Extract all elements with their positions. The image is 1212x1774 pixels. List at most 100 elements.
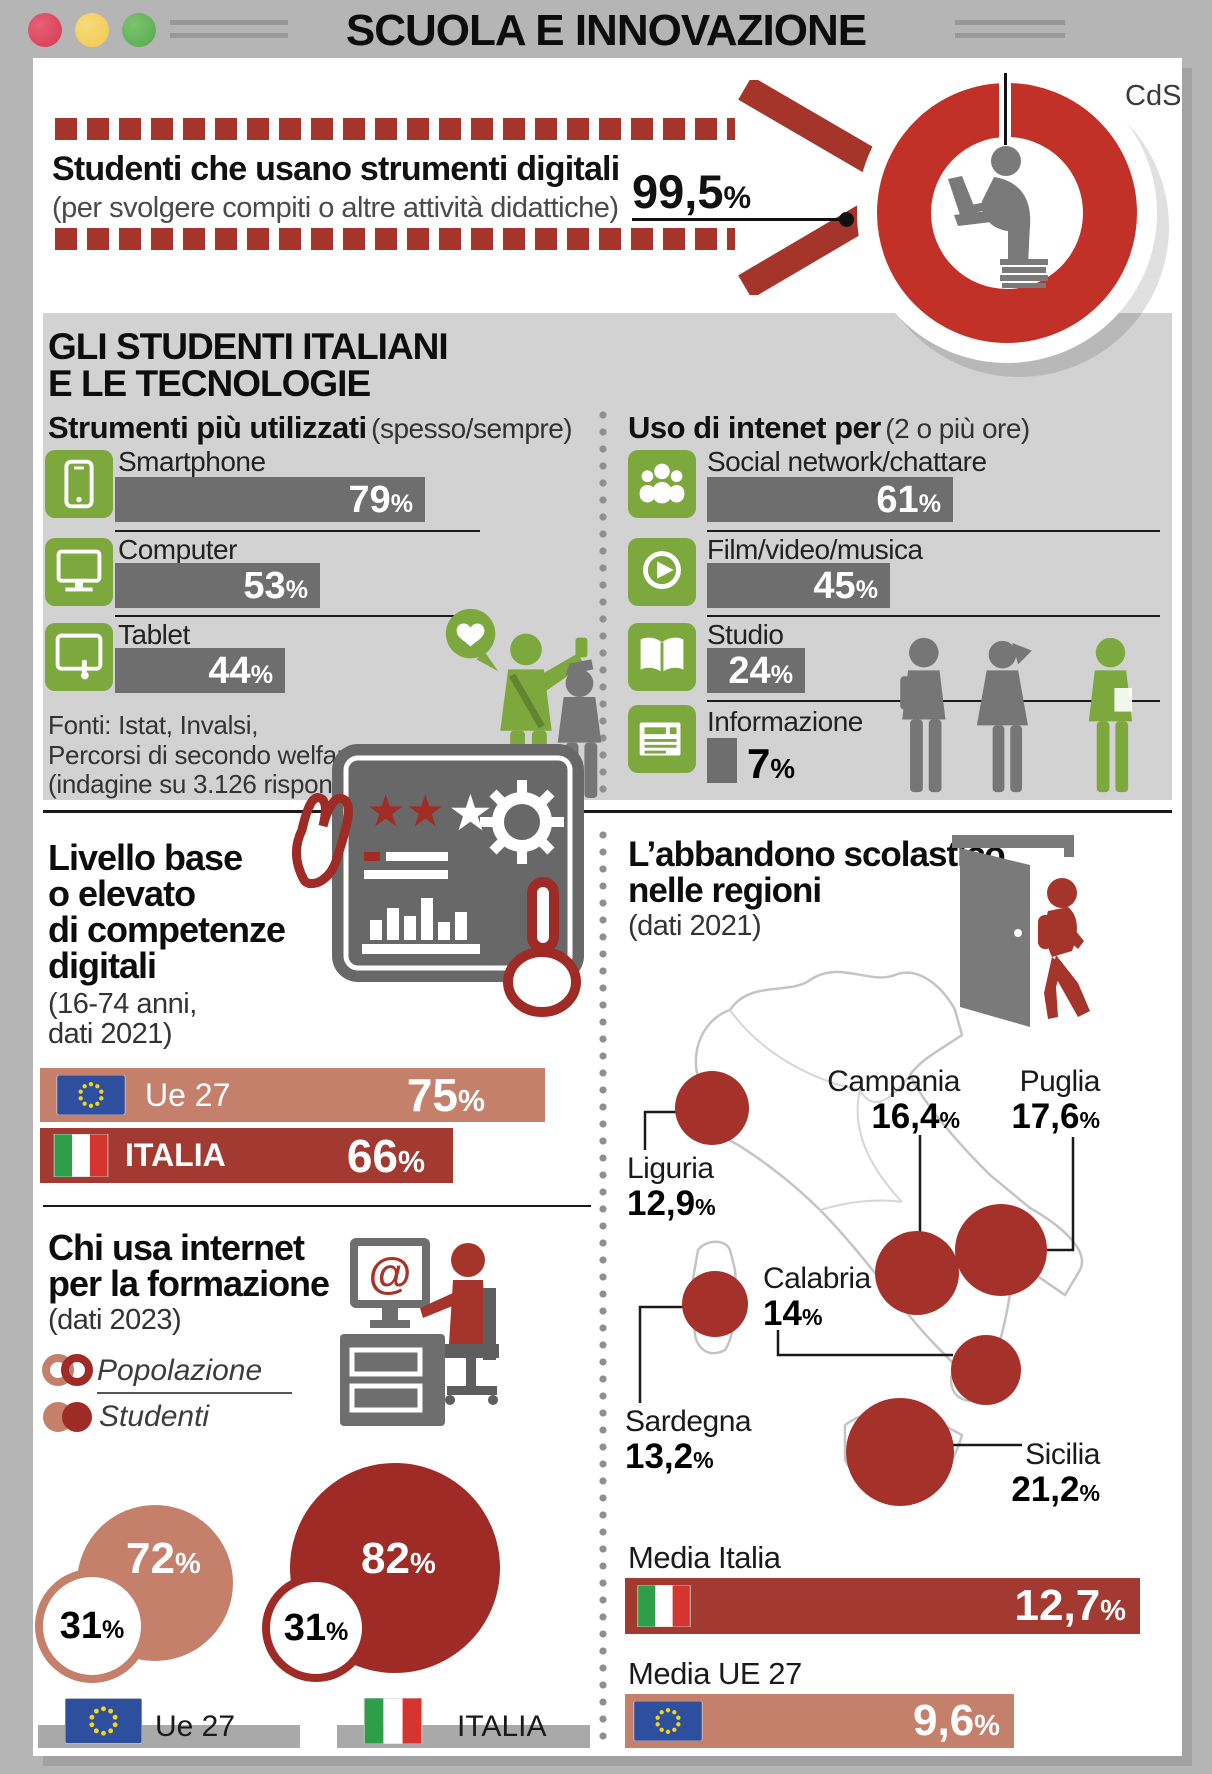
students-illustration bbox=[900, 637, 1133, 793]
bar-social: 61% bbox=[707, 477, 953, 522]
chrome-line bbox=[955, 20, 1065, 25]
source-line: Percorsi di secondo welfare bbox=[48, 740, 360, 770]
italy-map bbox=[638, 970, 1084, 1506]
row-separator bbox=[115, 530, 480, 532]
chrome-line bbox=[170, 20, 288, 25]
bar-label: ITALIA bbox=[125, 1137, 226, 1173]
bubble-students-ue27-value: 72% bbox=[126, 1534, 201, 1583]
skills-title-4: digitali bbox=[48, 945, 157, 986]
row-separator bbox=[707, 530, 1160, 532]
bubble-population-italia-value: 31% bbox=[283, 1607, 349, 1649]
media-italia-label: Media Italia bbox=[628, 1540, 781, 1575]
bar-value: 66% bbox=[346, 1129, 425, 1182]
it-flag bbox=[363, 1698, 423, 1744]
eu-flag bbox=[56, 1075, 126, 1115]
bar-label: Computer bbox=[118, 534, 237, 565]
hero-title: Studenti che usano strumenti digitali bbox=[52, 150, 620, 188]
map-bubble-calabria bbox=[951, 1335, 1021, 1405]
leader-line bbox=[632, 218, 844, 221]
skills-title-1: Livello base bbox=[48, 837, 243, 878]
dotted-divider bbox=[599, 410, 607, 798]
bar-label: Smartphone bbox=[118, 446, 266, 477]
region-label-campania: Campania 16,4% bbox=[827, 1065, 960, 1136]
eu-flag bbox=[65, 1698, 142, 1744]
svg-text:★: ★ bbox=[448, 785, 493, 841]
row-separator bbox=[707, 615, 1160, 617]
bar-label: Ue 27 bbox=[145, 1076, 231, 1113]
media-ue27-label: Media UE 27 bbox=[628, 1656, 802, 1691]
page-title: SCUOLA E INNOVAZIONE bbox=[345, 6, 867, 55]
italia-group-label: ITALIA bbox=[457, 1710, 547, 1743]
tools-left-heading: Strumenti più utilizzati (spesso/sempre) bbox=[48, 410, 573, 445]
window-close-button[interactable] bbox=[28, 13, 62, 47]
dotted-divider bbox=[599, 830, 607, 1748]
credit-label: CdS bbox=[1125, 80, 1182, 112]
social-icon bbox=[628, 450, 696, 518]
bar-smartphone: 79% bbox=[115, 477, 425, 522]
leader-dot bbox=[839, 212, 854, 227]
bar-label: Film/video/musica bbox=[707, 534, 923, 565]
smartphone-icon bbox=[45, 450, 113, 518]
media-italia-value: 12,7% bbox=[1014, 1581, 1126, 1630]
skills-subtitle-2: dati 2021) bbox=[48, 1018, 173, 1050]
legend-underline bbox=[97, 1392, 292, 1394]
tablet-icon bbox=[45, 623, 113, 691]
skills-subtitle-1: (16-74 anni, bbox=[48, 988, 197, 1020]
region-label-sardegna: Sardegna 13,2% bbox=[625, 1405, 752, 1476]
bar-value: 75% bbox=[406, 1069, 485, 1121]
eu-flag bbox=[633, 1701, 703, 1741]
legend-population-label: Popolazione bbox=[97, 1354, 263, 1387]
bar-news-value: 7% bbox=[747, 740, 796, 787]
study-icon bbox=[628, 623, 696, 691]
source-line: Fonti: Istat, Invalsi, bbox=[48, 710, 259, 740]
hero-subtitle: (per svolgere compiti o altre attività d… bbox=[52, 192, 619, 224]
window-titlebar: SCUOLA E INNOVAZIONE bbox=[0, 0, 1212, 58]
donut-gap-line bbox=[1004, 73, 1007, 145]
bar-label: Informazione bbox=[707, 706, 863, 737]
hero-value: 99,5% bbox=[632, 165, 752, 218]
map-bubble-liguria bbox=[675, 1071, 749, 1145]
svg-text:@: @ bbox=[369, 1249, 412, 1298]
media-italia-bar: 12,7% bbox=[625, 1578, 1140, 1634]
tablet-skills-illustration: ★★ ★ bbox=[292, 744, 584, 1017]
ue27-group-label: Ue 27 bbox=[155, 1710, 236, 1743]
news-icon bbox=[628, 705, 696, 773]
door-dropout-icon bbox=[952, 835, 1090, 1027]
media-ue27-value: 9,6% bbox=[913, 1696, 1000, 1745]
skills-title-2: o elevato bbox=[48, 873, 196, 914]
region-label-liguria: Liguria 12,9% bbox=[627, 1152, 716, 1223]
dashed-line-top bbox=[55, 118, 735, 140]
laptop-user-icon bbox=[948, 146, 1048, 288]
section-title-line2: E LE TECNOLOGIE bbox=[48, 363, 371, 404]
it-flag bbox=[53, 1134, 109, 1177]
legend-students-icon bbox=[43, 1402, 92, 1432]
dropout-title-2: nelle regioni bbox=[628, 871, 822, 910]
dropout-subtitle: (dati 2021) bbox=[628, 910, 762, 942]
map-bubble-campania bbox=[875, 1231, 959, 1315]
pc-user-icon: @ bbox=[340, 1238, 499, 1426]
region-label-puglia: Puglia 17,6% bbox=[1011, 1065, 1100, 1136]
media-ue27-bar: 9,6% bbox=[625, 1694, 1014, 1748]
bubble-population-ue27: 31% bbox=[35, 1569, 149, 1683]
window-minimize-button[interactable] bbox=[75, 13, 109, 47]
training-subtitle: (dati 2023) bbox=[48, 1304, 182, 1336]
tools-right-heading: Uso di intenet per (2 o più ore) bbox=[628, 410, 1030, 445]
legend-students-label: Studenti bbox=[99, 1400, 210, 1433]
skills-title-3: di competenze bbox=[48, 909, 286, 950]
chrome-line bbox=[170, 33, 288, 38]
bar-study: 24% bbox=[707, 648, 805, 693]
bubble-population-ue27-value: 31% bbox=[59, 1605, 125, 1647]
it-flag bbox=[637, 1585, 691, 1627]
section-title-line1: GLI STUDENTI ITALIANI bbox=[48, 326, 449, 367]
map-bubble-sardegna bbox=[682, 1271, 748, 1337]
map-bubble-sicilia bbox=[846, 1398, 954, 1506]
chrome-line bbox=[955, 33, 1065, 38]
bubble-population-italia: 31% bbox=[262, 1574, 370, 1682]
bubble-students-italia-value: 82% bbox=[361, 1534, 436, 1583]
training-title-2: per la formazione bbox=[48, 1263, 330, 1304]
legend-population-icon bbox=[42, 1354, 93, 1386]
window-maximize-button[interactable] bbox=[122, 13, 156, 47]
dropout-title-1: L’abbandono scolastico bbox=[628, 835, 1006, 874]
bar-italia-skills: ITALIA 66% bbox=[40, 1128, 453, 1183]
